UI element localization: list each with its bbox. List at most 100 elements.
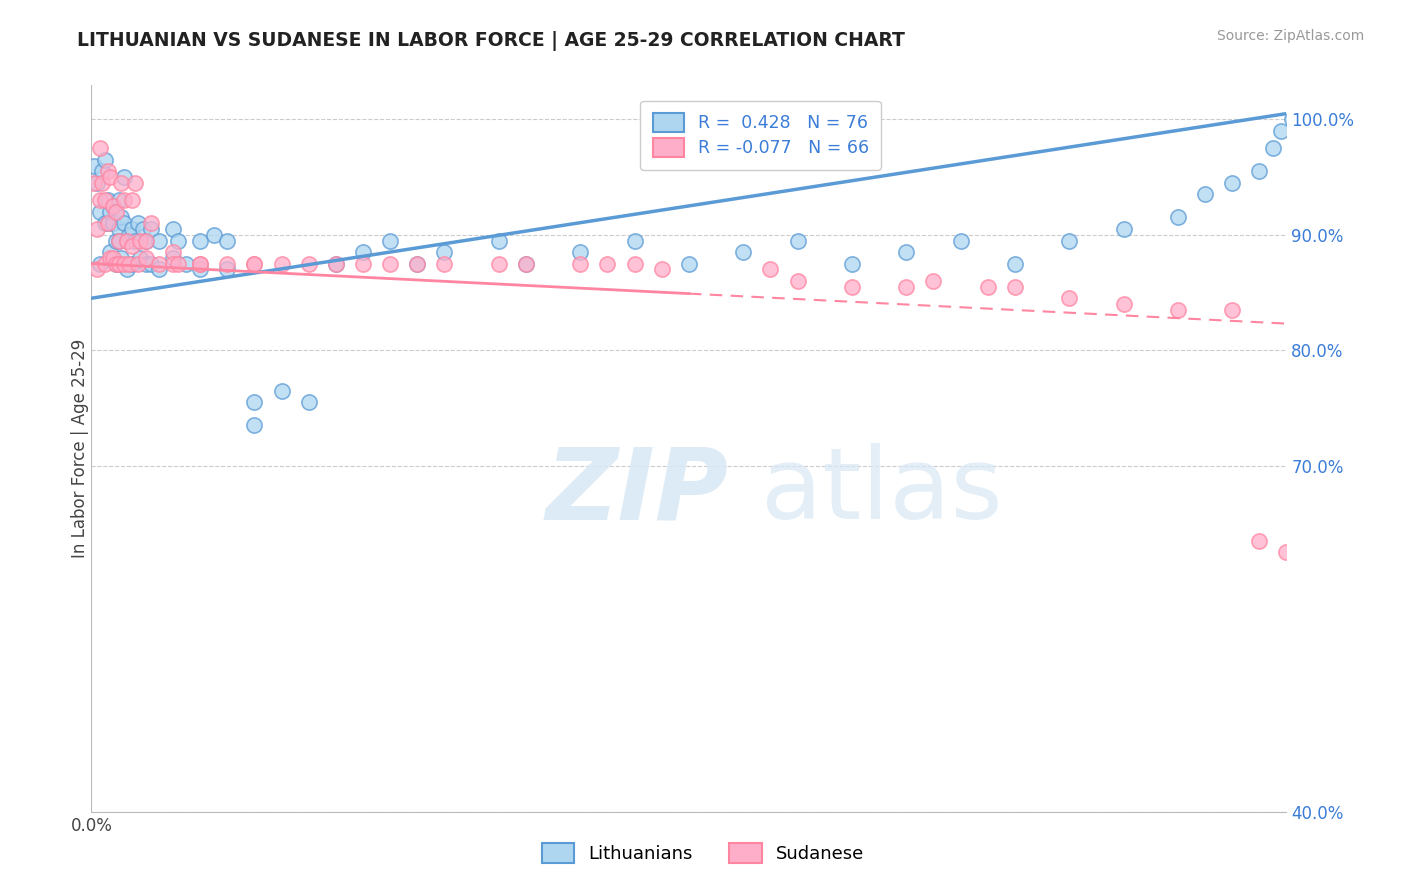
Point [104,204,127,219]
Point [243,257,266,271]
Point [623,234,645,248]
Point [733,245,755,260]
Point [97,164,120,178]
Point [110,176,132,190]
Text: Source: ZipAtlas.com: Source: ZipAtlas.com [1216,29,1364,43]
Text: atlas: atlas [761,443,1002,541]
Point [107,234,129,248]
Point [148,262,170,277]
Point [1281,112,1303,127]
Legend: Lithuanians, Sudanese: Lithuanians, Sudanese [533,834,873,872]
Point [135,234,157,248]
Text: ZIP: ZIP [546,443,728,541]
Point [129,251,152,265]
Point [148,257,170,271]
Point [104,257,127,271]
Point [135,234,157,248]
Point [162,245,184,260]
Point [1004,257,1026,271]
Point [162,222,184,236]
Point [167,257,190,271]
Point [1167,211,1189,225]
Point [121,193,143,207]
Point [121,239,143,253]
Point [86,222,108,236]
Point [115,234,138,248]
Point [97,216,120,230]
Point [651,262,673,277]
Point [1112,297,1135,311]
Point [1004,279,1026,293]
Point [104,257,127,271]
Point [786,274,808,288]
Point [569,245,592,260]
Point [118,227,141,242]
Point [101,199,124,213]
Point [101,251,124,265]
Point [1275,545,1298,559]
Point [127,257,149,271]
Point [488,234,510,248]
Point [1057,234,1080,248]
Point [515,257,537,271]
Point [112,193,135,207]
Point [515,257,537,271]
Point [243,418,266,433]
Point [841,257,863,271]
Point [1057,291,1080,305]
Point [124,176,146,190]
Point [94,153,117,167]
Point [1220,176,1243,190]
Point [270,257,292,271]
Point [86,176,108,190]
Point [112,216,135,230]
Point [841,279,863,293]
Point [121,257,143,271]
Point [94,193,117,207]
Point [135,257,157,271]
Point [127,216,149,230]
Point [94,257,117,271]
Point [83,159,105,173]
Point [89,204,111,219]
Point [325,257,347,271]
Point [112,169,135,184]
Point [759,262,782,277]
Point [1261,141,1284,155]
Point [107,222,129,236]
Point [167,234,190,248]
Point [678,257,700,271]
Point [176,257,198,271]
Point [433,245,456,260]
Point [100,204,122,219]
Point [162,257,184,271]
Point [118,257,141,271]
Point [94,216,117,230]
Point [89,141,111,155]
Point [188,234,211,248]
Point [298,395,321,409]
Point [135,251,157,265]
Point [217,257,239,271]
Point [107,257,129,271]
Point [243,395,266,409]
Point [107,193,129,207]
Point [86,262,108,277]
Point [110,251,132,265]
Point [110,211,132,225]
Point [217,234,239,248]
Point [101,216,124,230]
Point [141,222,163,236]
Point [406,257,429,271]
Point [325,257,347,271]
Point [100,169,122,184]
Point [129,234,152,248]
Point [406,257,429,271]
Point [188,262,211,277]
Point [100,245,122,260]
Point [89,193,111,207]
Point [100,251,122,265]
Point [97,193,120,207]
Point [243,257,266,271]
Point [104,234,127,248]
